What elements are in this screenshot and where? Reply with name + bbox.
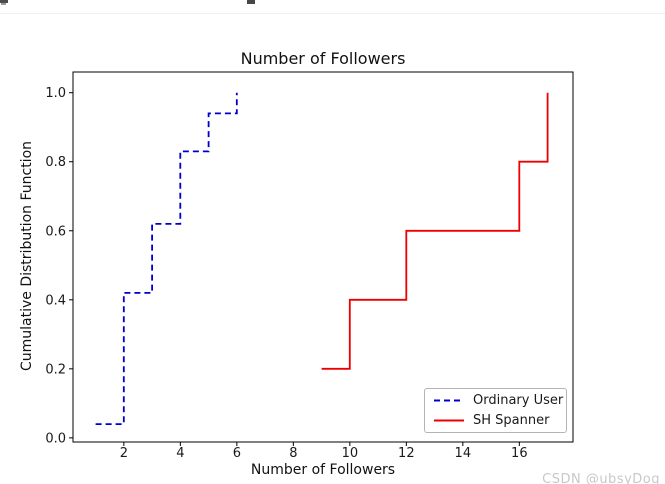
x-tick-label: 16: [511, 446, 528, 461]
y-tick-label: 0.0: [45, 431, 66, 446]
clipped-text-artifact-center: [247, 0, 255, 4]
chart-title: Number of Followers: [240, 49, 406, 68]
dashed-line-swatch: [434, 399, 464, 402]
y-tick-label: 0.6: [45, 224, 66, 239]
legend: Ordinary User SH Spanner: [424, 388, 567, 433]
clipped-text-artifact-left-2: [1, 3, 6, 5]
x-axis-label: Number of Followers: [250, 462, 396, 478]
y-tick-label: 1.0: [45, 86, 66, 101]
series-line-sh-spanner: [321, 92, 549, 370]
clipped-text-artifact-left: [0, 0, 8, 3]
x-tick-label: 10: [342, 446, 359, 461]
x-tick-label: 8: [289, 446, 297, 461]
legend-label: SH Spanner: [473, 413, 550, 428]
x-tick-label: 12: [398, 446, 415, 461]
y-tick-label: 0.2: [45, 362, 66, 377]
legend-entry-ordinary-user: Ordinary User: [433, 392, 566, 409]
x-tick-label: 2: [120, 446, 128, 461]
x-tick-label: 6: [233, 446, 241, 461]
solid-line-swatch: [434, 419, 464, 422]
page-divider-line: [0, 13, 665, 14]
series-line-ordinary-user: [95, 92, 238, 425]
x-tick-label: 4: [176, 446, 184, 461]
legend-label: Ordinary User: [473, 393, 564, 408]
legend-entry-sh-spanner: SH Spanner: [433, 412, 566, 429]
y-axis-label: Cumulative Distribution Function: [19, 140, 35, 372]
y-tick-label: 0.4: [45, 293, 66, 308]
x-tick-label: 14: [455, 446, 472, 461]
axes-frame: [72, 71, 574, 443]
watermark: CSDN @ubsyDog: [542, 472, 660, 484]
y-tick-label: 0.8: [45, 155, 66, 170]
